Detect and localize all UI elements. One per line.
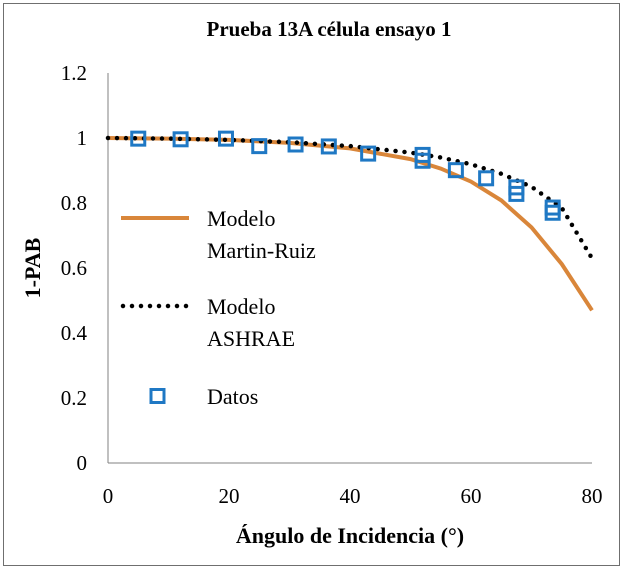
series-line-martin-ruiz <box>107 136 594 312</box>
legend: Modelo Martin-Ruiz Modelo ASHRAE Datos <box>120 206 316 409</box>
data-point-marker <box>414 152 431 169</box>
legend-entry: Modelo Martin-Ruiz <box>121 206 316 263</box>
data-point-marker <box>478 170 495 187</box>
data-point-marker <box>320 138 337 155</box>
legend-label: Modelo <box>207 294 275 319</box>
plot-area: 0 0.2 0.4 0.6 0.8 1 1.2 0 20 40 60 80 <box>61 61 603 508</box>
y-axis-title: 1-PAB <box>20 237 45 298</box>
legend-label: Datos <box>207 384 258 409</box>
legend-entry: Datos <box>149 384 258 409</box>
x-axis-title: Ángulo de Incidencia (°) <box>236 523 464 548</box>
y-tick-labels: 0 0.2 0.4 0.6 0.8 1 1.2 <box>61 61 88 475</box>
x-tick-label: 20 <box>219 484 240 508</box>
data-point-marker <box>217 130 234 147</box>
x-tick-label: 40 <box>340 484 361 508</box>
y-tick-label: 1 <box>77 126 88 150</box>
data-point-marker <box>447 162 464 179</box>
x-tick-labels: 0 20 40 60 80 <box>103 484 603 508</box>
legend-swatch-marker <box>149 388 166 404</box>
chart-title: Prueba 13A célula ensayo 1 <box>207 17 452 41</box>
y-tick-label: 0.2 <box>61 386 87 410</box>
series-layer <box>105 130 595 312</box>
series-datos <box>130 130 561 221</box>
x-tick-label: 0 <box>103 484 114 508</box>
chart-frame <box>3 3 620 566</box>
legend-entry: Modelo ASHRAE <box>120 294 295 351</box>
data-point-marker <box>172 131 189 148</box>
data-point-marker <box>251 138 268 155</box>
x-tick-label: 80 <box>582 484 603 508</box>
y-tick-label: 1.2 <box>61 61 87 85</box>
y-tick-label: 0.6 <box>61 256 87 280</box>
legend-label: Martin-Ruiz <box>207 238 316 263</box>
data-point-marker <box>508 185 525 202</box>
data-point-marker <box>130 130 147 147</box>
data-point-marker <box>287 136 304 153</box>
y-tick-label: 0.8 <box>61 191 87 215</box>
legend-label: Modelo <box>207 206 275 231</box>
y-tick-label: 0 <box>77 451 88 475</box>
y-tick-label: 0.4 <box>61 321 88 345</box>
series-line-ashrae <box>105 135 595 261</box>
x-tick-label: 60 <box>461 484 482 508</box>
data-point-marker <box>360 145 377 162</box>
legend-label: ASHRAE <box>207 326 295 351</box>
data-point-marker <box>544 204 561 221</box>
